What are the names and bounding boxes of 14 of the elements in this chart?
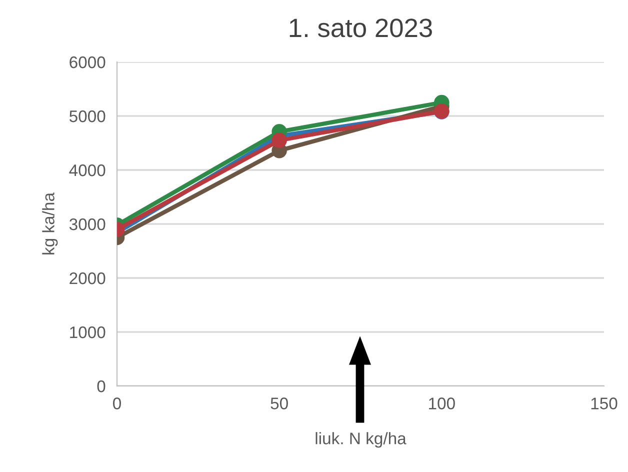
x-axis-title: liuk. N kg/ha xyxy=(316,432,406,448)
x-tick-label: 150 xyxy=(591,398,618,410)
y-tick-label: 2000 xyxy=(70,272,106,284)
chart-title: 1. sato 2023 xyxy=(290,18,432,38)
y-tick-label: 1000 xyxy=(70,326,106,338)
y-tick-label: 4000 xyxy=(69,164,106,176)
y-tick-label: 0 xyxy=(97,380,106,392)
y-tick-label: 6000 xyxy=(70,56,106,68)
y-axis-title: kg ka/ha xyxy=(42,192,58,254)
y-tick-label: 3000 xyxy=(69,218,106,230)
x-tick-label: 50 xyxy=(270,398,288,410)
x-tick-label: 0 xyxy=(113,398,121,410)
y-tick-label: 5000 xyxy=(69,110,106,122)
x-tick-label: 100 xyxy=(429,398,455,410)
